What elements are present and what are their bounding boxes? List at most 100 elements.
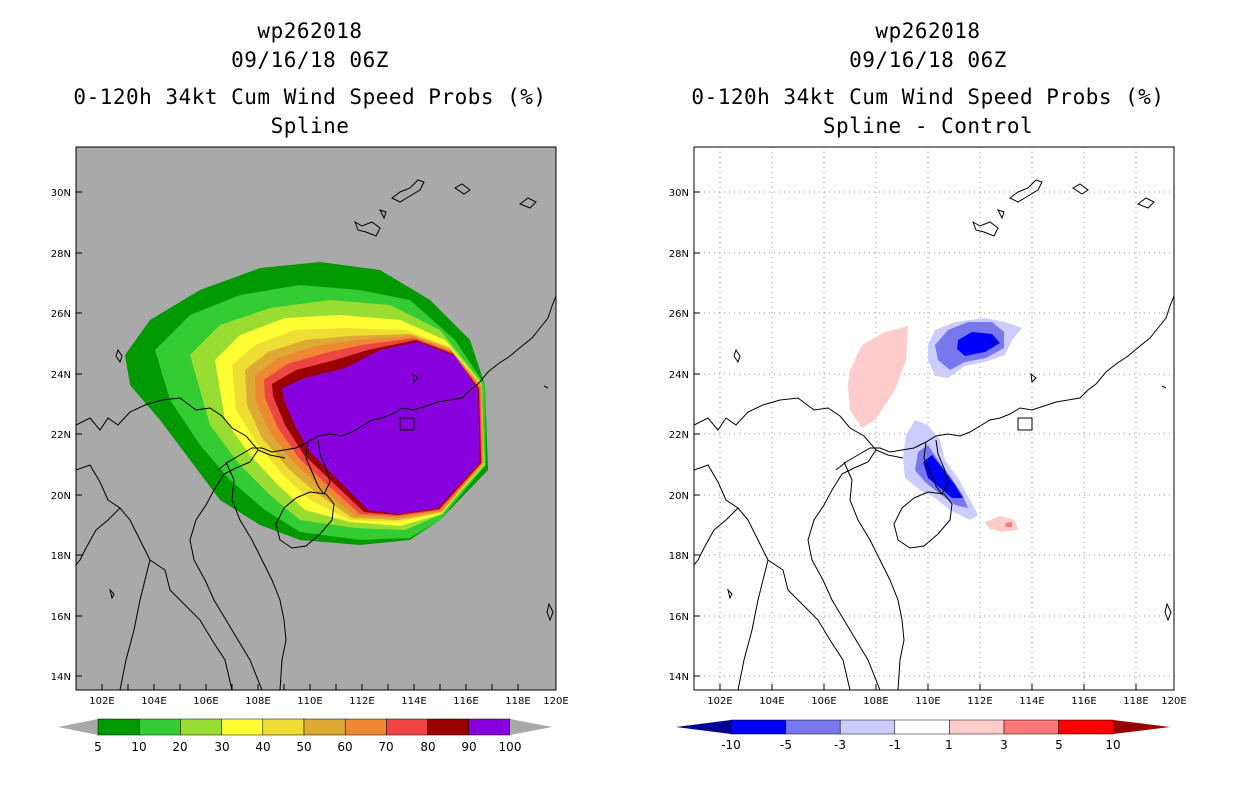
colorbar-label: 50 — [296, 740, 311, 754]
colorbar-label: 70 — [378, 740, 393, 754]
colorbar-swatch — [180, 718, 222, 736]
lat-label: 28N — [51, 249, 71, 260]
colorbar-label: 100 — [499, 740, 522, 754]
colorbar-swatch — [97, 718, 140, 736]
right-title-product: 0-120h 34kt Cum Wind Speed Probs (%) — [691, 85, 1165, 109]
lat-label: 26N — [51, 309, 71, 320]
colorbar-swatch — [468, 718, 511, 736]
colorbar-label: 3 — [1000, 738, 1008, 752]
colorbar-high-arrow — [510, 719, 552, 735]
lon-label: 114E — [401, 696, 426, 707]
lon-label: 118E — [1123, 696, 1148, 707]
right-colorbar: -10 -5 -3 -1 1 3 5 10 — [676, 719, 1170, 752]
colorbar-label: -1 — [889, 738, 901, 752]
lon-label: 120E — [1161, 696, 1186, 707]
colorbar-label: 5 — [94, 740, 102, 754]
lat-label: 18N — [669, 551, 689, 562]
colorbar-low-arrow — [58, 719, 98, 735]
lon-label: 102E — [707, 696, 732, 707]
colorbar-label: 40 — [255, 740, 270, 754]
left-title-method: Spline — [270, 114, 350, 138]
colorbar-label: 10 — [1105, 738, 1120, 752]
lon-label: 118E — [505, 696, 530, 707]
colorbar-label: 90 — [461, 740, 476, 754]
colorbar-swatch — [221, 718, 264, 736]
right-title-date: 09/16/18 06Z — [849, 48, 1007, 72]
right-map-background — [694, 147, 1174, 690]
colorbar-label: 10 — [131, 740, 146, 754]
colorbar-label: 5 — [1055, 738, 1063, 752]
lon-label: 110E — [915, 696, 940, 707]
lat-label: 28N — [669, 249, 689, 260]
colorbar-swatch — [1058, 719, 1114, 735]
colorbar-label: 60 — [337, 740, 352, 754]
right-difference-contours — [848, 318, 1022, 532]
lon-label: 112E — [349, 696, 374, 707]
left-colorbar: 5 10 20 30 40 50 60 70 80 90 100 — [58, 718, 552, 754]
left-lon-labels: 102E 104E 106E 108E 110E 112E 114E 116E … — [89, 696, 568, 707]
lat-label: 16N — [669, 612, 689, 623]
lat-label: 18N — [51, 551, 71, 562]
lat-label: 14N — [51, 672, 71, 683]
left-title-product: 0-120h 34kt Cum Wind Speed Probs (%) — [73, 85, 547, 109]
right-lon-labels: 102E 104E 106E 108E 110E 112E 114E 116E … — [707, 696, 1186, 707]
colorbar-label: -3 — [834, 738, 846, 752]
lat-label: 30N — [51, 188, 71, 199]
right-title-storm-id: wp262018 — [875, 19, 981, 43]
colorbar-high-arrow — [1113, 720, 1170, 734]
lon-label: 108E — [245, 696, 270, 707]
lon-label: 104E — [141, 696, 166, 707]
colorbar-swatch — [730, 719, 786, 735]
colorbar-label: -10 — [721, 738, 741, 752]
colorbar-low-arrow — [676, 720, 731, 734]
lon-label: 106E — [193, 696, 218, 707]
lat-label: 30N — [669, 188, 689, 199]
left-grid-ticks — [76, 191, 519, 690]
lon-label: 120E — [543, 696, 568, 707]
colorbar-swatch — [785, 719, 841, 735]
lon-label: 108E — [863, 696, 888, 707]
colorbar-label: 80 — [420, 740, 435, 754]
lon-label: 106E — [811, 696, 836, 707]
lat-label: 14N — [669, 672, 689, 683]
lat-label: 20N — [51, 491, 71, 502]
left-title-storm-id: wp262018 — [257, 19, 363, 43]
lon-label: 102E — [89, 696, 114, 707]
colorbar-swatch — [894, 719, 950, 735]
left-map-frame — [75, 146, 557, 691]
right-title-method: Spline - Control — [822, 114, 1034, 138]
colorbar-swatch — [138, 718, 181, 736]
colorbar-swatch — [949, 719, 1005, 735]
lon-label: 104E — [759, 696, 784, 707]
lon-label: 116E — [453, 696, 478, 707]
colorbar-swatch — [386, 718, 428, 736]
colorbar-label: 30 — [214, 740, 229, 754]
colorbar-swatch — [344, 718, 387, 736]
colorbar-swatch — [1003, 719, 1059, 735]
right-map-panel: 30N 28N 26N 24N 22N 20N 18N 16N 14N 102E… — [669, 146, 1187, 707]
colorbar-label: -5 — [780, 738, 792, 752]
right-lat-labels: 30N 28N 26N 24N 22N 20N 18N 16N 14N — [669, 188, 689, 683]
lat-label: 22N — [51, 430, 71, 441]
lat-label: 24N — [669, 370, 689, 381]
left-panel-title: wp262018 09/16/18 06Z 0-120h 34kt Cum Wi… — [70, 17, 550, 141]
lat-label: 16N — [51, 612, 71, 623]
colorbar-label: 1 — [945, 738, 953, 752]
lat-label: 26N — [669, 309, 689, 320]
left-title-date: 09/16/18 06Z — [231, 48, 389, 72]
colorbar-swatch — [427, 718, 470, 736]
lon-label: 110E — [297, 696, 322, 707]
colorbar-swatch — [303, 718, 346, 736]
lon-label: 112E — [967, 696, 992, 707]
right-map-frame — [693, 146, 1175, 691]
colorbar-swatch — [262, 718, 305, 736]
lat-label: 24N — [51, 370, 71, 381]
lon-label: 116E — [1071, 696, 1096, 707]
left-map-panel: 30N 28N 26N 24N 22N 20N 18N 16N 14N 102E… — [51, 146, 569, 707]
left-probability-contours — [125, 262, 488, 545]
right-grid-ticks — [694, 191, 1137, 690]
lat-label: 20N — [669, 491, 689, 502]
left-lat-labels: 30N 28N 26N 24N 22N 20N 18N 16N 14N — [51, 188, 71, 683]
lon-label: 114E — [1019, 696, 1044, 707]
